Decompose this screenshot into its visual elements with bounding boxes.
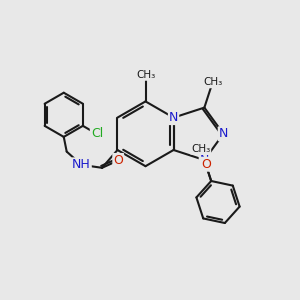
Text: N: N xyxy=(169,111,178,124)
Text: CH₃: CH₃ xyxy=(191,144,210,154)
Text: O: O xyxy=(201,158,211,171)
Text: N: N xyxy=(219,127,228,140)
Text: Cl: Cl xyxy=(91,128,103,140)
Text: NH: NH xyxy=(72,158,91,171)
Text: O: O xyxy=(113,154,123,167)
Text: CH₃: CH₃ xyxy=(203,77,222,87)
Text: N: N xyxy=(200,154,209,166)
Text: CH₃: CH₃ xyxy=(136,70,155,80)
